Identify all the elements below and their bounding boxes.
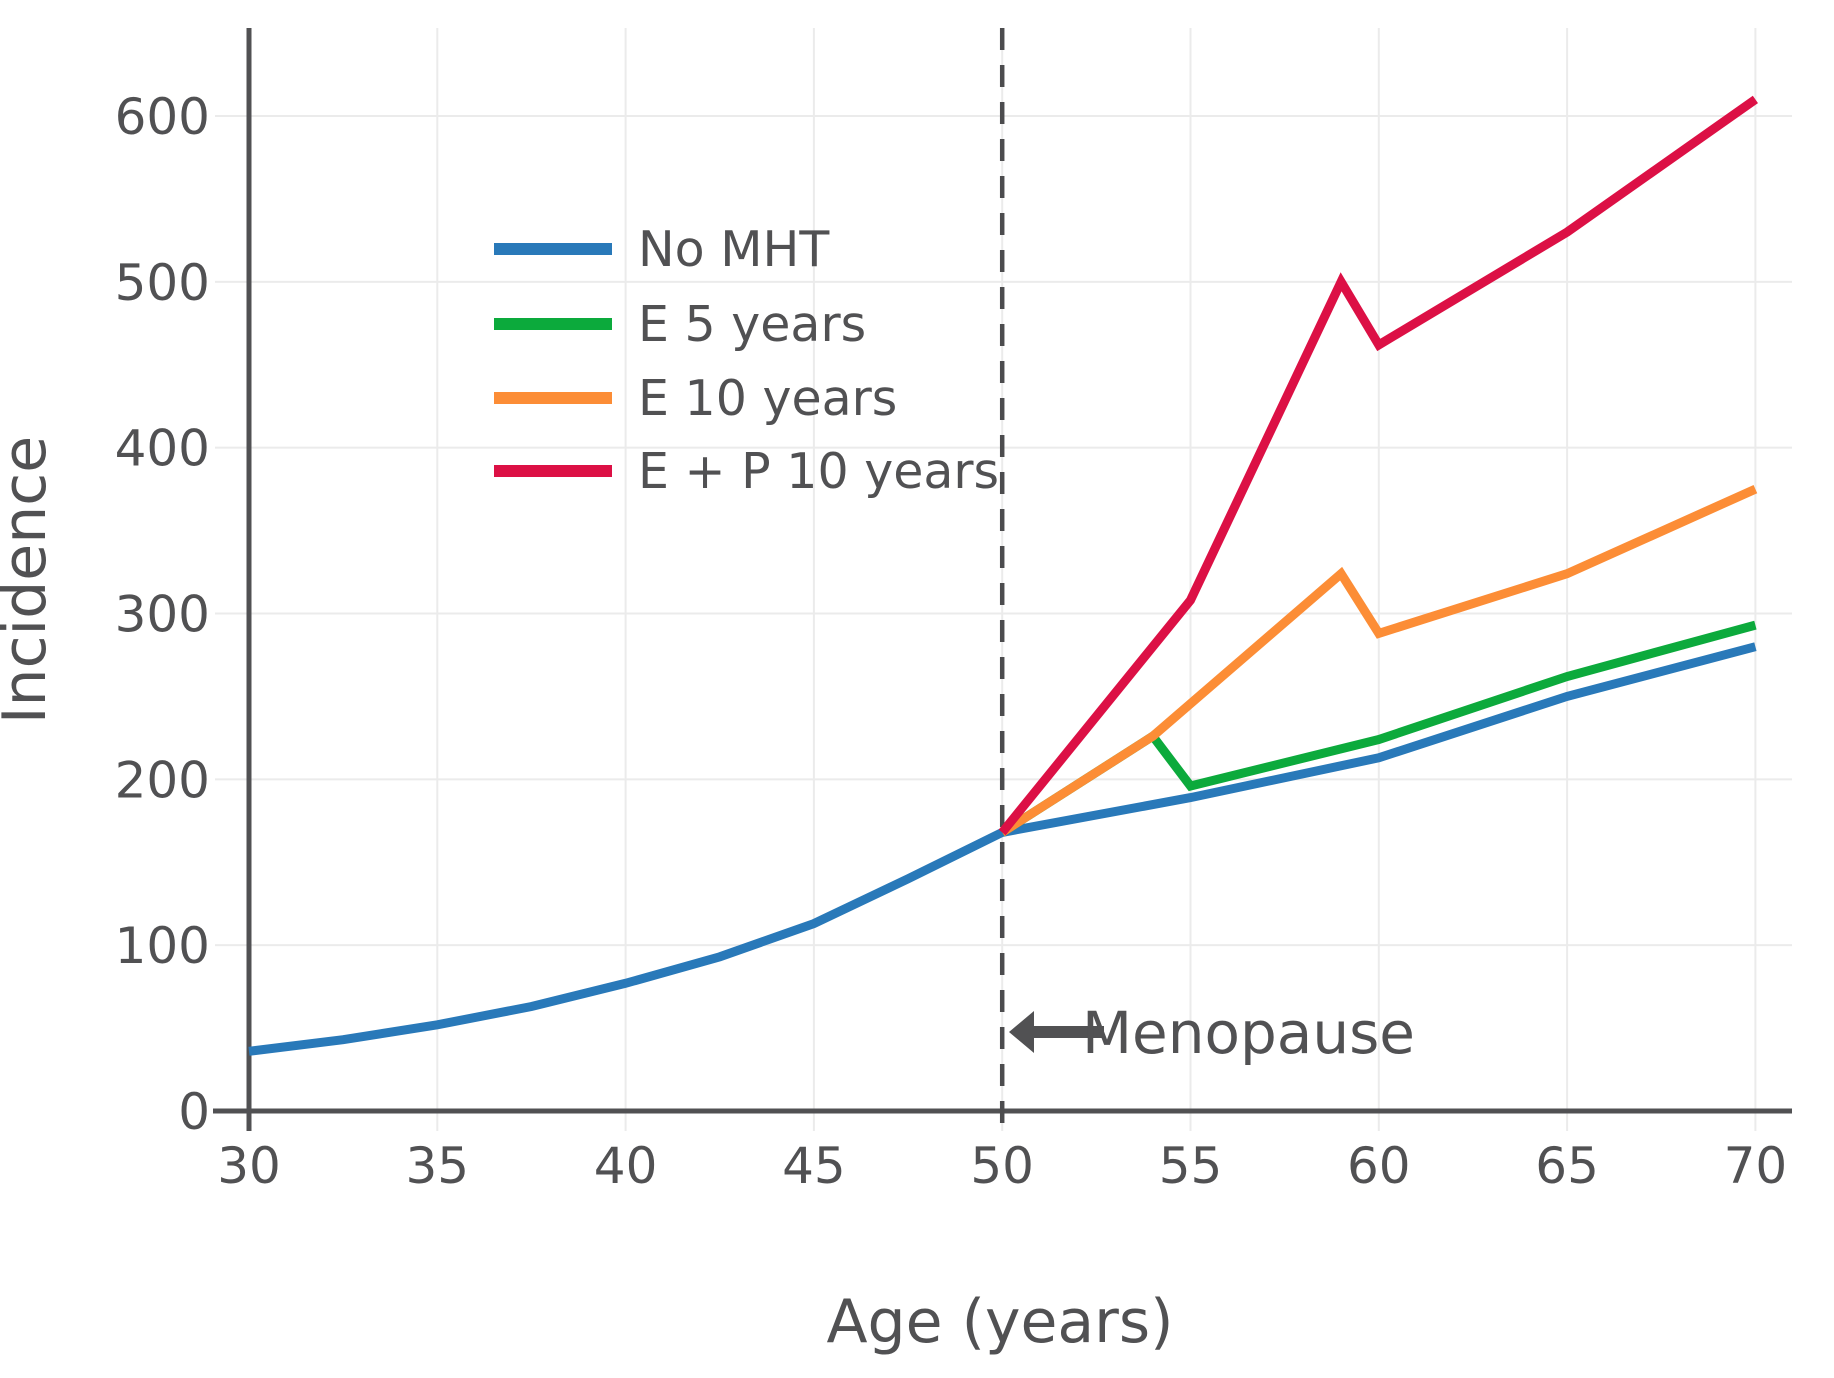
y-tick-label: 200 [115,751,210,809]
series-line-e-p-10-years [998,95,1758,836]
x-tick-label: 60 [1347,1137,1411,1195]
legend-label-no-mht: No MHT [638,221,830,278]
legend-swatch-e5 [494,318,612,330]
legend-label-e5: E 5 years [638,296,866,353]
y-tick-label: 500 [115,254,210,312]
y-tick-label: 400 [115,420,210,478]
x-tick-label: 45 [782,1137,846,1195]
legend-label-ep10: E + P 10 years [638,443,999,500]
legend: No MHT E 5 years E 10 years E + P 10 yea… [494,221,999,500]
x-tick-label: 35 [405,1137,469,1195]
menopause-label: Menopause [1082,999,1415,1067]
y-tick-label: 300 [115,586,210,644]
x-tick-label: 70 [1724,1137,1788,1195]
y-tick-label: 0 [178,1083,210,1141]
series-line-e-10-years [999,484,1758,837]
x-tick-label: 50 [970,1137,1034,1195]
legend-swatch-no-mht [494,243,612,255]
legend-label-e10: E 10 years [638,370,897,427]
x-axis-title: Age (years) [826,1287,1173,1357]
x-tick-label: 55 [1159,1137,1223,1195]
x-tick-label: 65 [1535,1137,1599,1195]
series-line-no-mht [248,642,1757,1056]
y-axis-title: Incidence [0,436,60,724]
x-tick-label: 40 [594,1137,658,1195]
x-tick-label: 30 [217,1137,281,1195]
left-arrow-icon [1009,1011,1104,1053]
y-tick-label: 100 [115,917,210,975]
tick-labels: 30 35 40 45 50 55 60 65 70 0 100 200 300 400 500 600 [115,88,1788,1195]
menopause-annotation: Menopause [1009,999,1415,1067]
y-tick-label: 600 [115,88,210,146]
legend-swatch-e10 [494,392,612,404]
series-lines [248,95,1758,1056]
legend-swatch-ep10 [494,465,612,477]
